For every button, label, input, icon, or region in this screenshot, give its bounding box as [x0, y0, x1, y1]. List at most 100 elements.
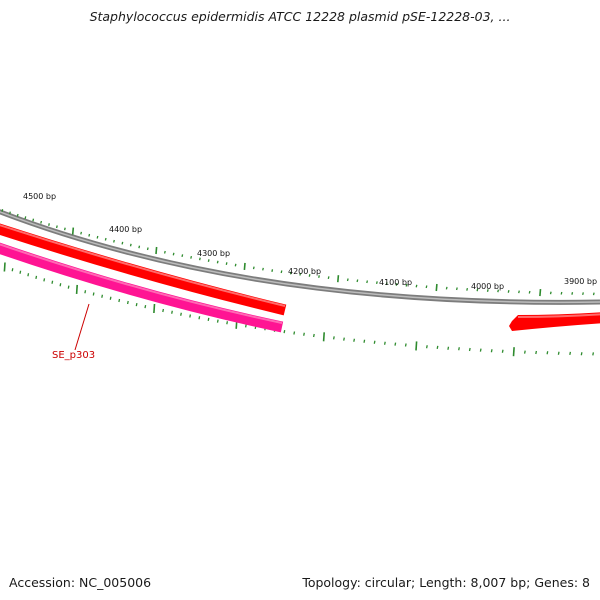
gene-reverse-se-p303-shine: [0, 243, 283, 324]
minor-tick: [415, 284, 418, 288]
minor-tick: [104, 237, 107, 241]
major-tick: [71, 227, 75, 235]
major-tick: [322, 332, 325, 342]
minor-tick: [318, 275, 320, 278]
minor-tick: [405, 283, 408, 287]
minor-tick: [425, 285, 428, 289]
minor-tick: [138, 245, 141, 249]
minor-tick: [507, 290, 510, 293]
minor-tick: [580, 352, 583, 356]
minor-tick: [571, 292, 574, 295]
minor-tick: [101, 294, 104, 298]
minor-tick: [312, 333, 315, 338]
minor-tick: [523, 350, 526, 354]
minor-tick: [479, 348, 482, 352]
minor-tick: [582, 292, 584, 296]
minor-tick: [40, 220, 43, 224]
minor-tick: [394, 342, 397, 346]
gene-forward-left-shine: [0, 224, 286, 307]
minor-tick: [48, 223, 50, 226]
gene-label-se-p303: SE_p303: [52, 350, 95, 361]
major-tick: [153, 303, 156, 314]
ruler-label: 4200 bp: [288, 267, 321, 276]
minor-tick: [373, 340, 376, 344]
minor-tick: [592, 352, 595, 356]
minor-tick: [181, 254, 184, 258]
minor-tick: [327, 276, 330, 280]
minor-tick: [262, 267, 264, 271]
minor-tick: [225, 262, 228, 265]
minor-tick: [32, 218, 35, 222]
minor-tick: [118, 298, 121, 303]
minor-tick: [252, 266, 255, 270]
minor-tick: [308, 274, 311, 277]
minor-tick: [96, 235, 99, 239]
ruler-label: 4100 bp: [379, 278, 412, 287]
ruler-label: 3900 bp: [564, 277, 597, 286]
minor-tick: [43, 278, 46, 282]
minor-tick: [445, 286, 448, 290]
minor-tick: [1, 209, 4, 212]
minor-tick: [16, 213, 19, 217]
minor-tick: [190, 255, 193, 259]
minor-tick: [172, 252, 175, 256]
minor-tick: [546, 351, 549, 355]
minor-tick: [216, 319, 219, 323]
minor-tick: [425, 345, 428, 349]
minor-tick: [476, 288, 479, 292]
minor-tick: [24, 216, 27, 220]
minor-tick: [216, 260, 219, 264]
minor-tick: [163, 250, 166, 254]
minor-tick: [207, 317, 210, 322]
minor-tick: [518, 290, 520, 294]
major-tick: [243, 262, 246, 270]
minor-tick: [271, 269, 274, 272]
major-tick: [415, 341, 418, 351]
minor-tick: [171, 310, 173, 314]
minor-tick: [466, 287, 469, 291]
gene-forward-left[interactable]: [0, 223, 287, 316]
minor-tick: [19, 270, 22, 274]
minor-tick: [395, 283, 398, 286]
backbone-arc-highlight: [0, 211, 600, 304]
ruler-label: 4500 bp: [23, 192, 56, 201]
minor-tick: [293, 331, 296, 335]
minor-tick: [113, 239, 115, 243]
minor-tick: [356, 279, 359, 283]
minor-tick: [9, 211, 11, 215]
major-tick: [435, 283, 438, 292]
outer-tick-ring: [1, 209, 595, 297]
minor-tick: [207, 259, 210, 262]
minor-tick: [528, 290, 531, 294]
minor-tick: [35, 275, 38, 280]
map-title: Staphylococcus epidermidis ATCC 12228 pl…: [89, 9, 511, 24]
minor-tick: [59, 283, 62, 287]
minor-tick: [468, 347, 471, 352]
minor-tick: [557, 351, 560, 355]
ruler-label: 4400 bp: [109, 225, 142, 234]
gene-reverse-se-p303[interactable]: [0, 242, 284, 333]
minor-tick: [436, 345, 439, 350]
minor-tick: [180, 312, 182, 316]
minor-tick: [569, 351, 572, 356]
major-tick: [539, 289, 542, 297]
minor-tick: [346, 278, 349, 282]
minor-tick: [234, 263, 237, 267]
ruler-label: 4300 bp: [197, 249, 230, 258]
minor-tick: [353, 338, 356, 342]
major-tick: [3, 262, 6, 272]
minor-tick: [226, 321, 229, 325]
minor-tick: [501, 349, 504, 353]
minor-tick: [592, 292, 595, 296]
accession-text: Accession: NC_005006: [9, 575, 152, 590]
minor-tick: [63, 227, 66, 231]
minor-tick: [198, 257, 201, 261]
minor-tick: [11, 268, 14, 272]
minor-tick: [126, 300, 129, 305]
inner-tick-ring: [3, 262, 595, 357]
gene-forward-right-shine: [517, 313, 600, 318]
minor-tick: [189, 314, 192, 318]
gene-label-leader: [74, 303, 90, 351]
minor-tick: [343, 337, 345, 341]
